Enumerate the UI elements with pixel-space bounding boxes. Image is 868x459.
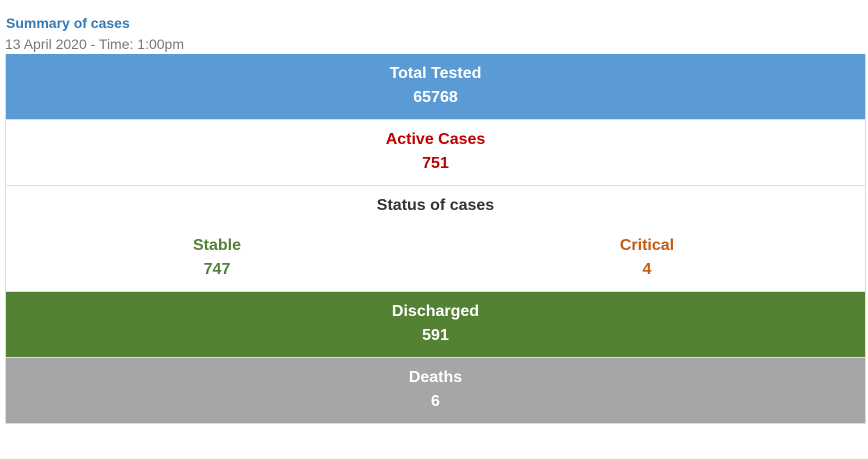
deaths-label: Deaths xyxy=(408,369,463,386)
active-cases-value: 751 xyxy=(422,155,449,172)
discharged-row: Discharged 591 xyxy=(6,292,865,358)
stable-cell: Stable 747 xyxy=(117,236,317,280)
status-of-cases-row: Status of cases Stable 747 Critical 4 xyxy=(6,186,865,292)
status-breakdown: Stable 747 Critical 4 xyxy=(6,236,865,280)
total-tested-value: 65768 xyxy=(413,89,458,106)
active-cases-label: Active Cases xyxy=(385,131,486,148)
status-of-cases-label: Status of cases xyxy=(376,197,495,214)
discharged-label: Discharged xyxy=(391,303,480,320)
total-tested-row: Total Tested 65768 xyxy=(6,54,865,120)
stable-label: Stable xyxy=(192,237,241,254)
deaths-row: Deaths 6 xyxy=(6,358,865,424)
active-cases-row: Active Cases 751 xyxy=(6,120,865,186)
critical-label: Critical xyxy=(619,237,675,254)
discharged-value: 591 xyxy=(422,327,449,344)
summary-timestamp: 13 April 2020 - Time: 1:00pm xyxy=(5,36,184,52)
summary-title: Summary of cases xyxy=(6,15,130,31)
summary-table: Total Tested 65768 Active Cases 751 Stat… xyxy=(5,54,866,424)
critical-value: 4 xyxy=(642,261,652,278)
stable-value: 747 xyxy=(203,261,231,278)
total-tested-label: Total Tested xyxy=(389,65,482,82)
critical-cell: Critical 4 xyxy=(547,236,747,280)
deaths-value: 6 xyxy=(431,393,440,410)
